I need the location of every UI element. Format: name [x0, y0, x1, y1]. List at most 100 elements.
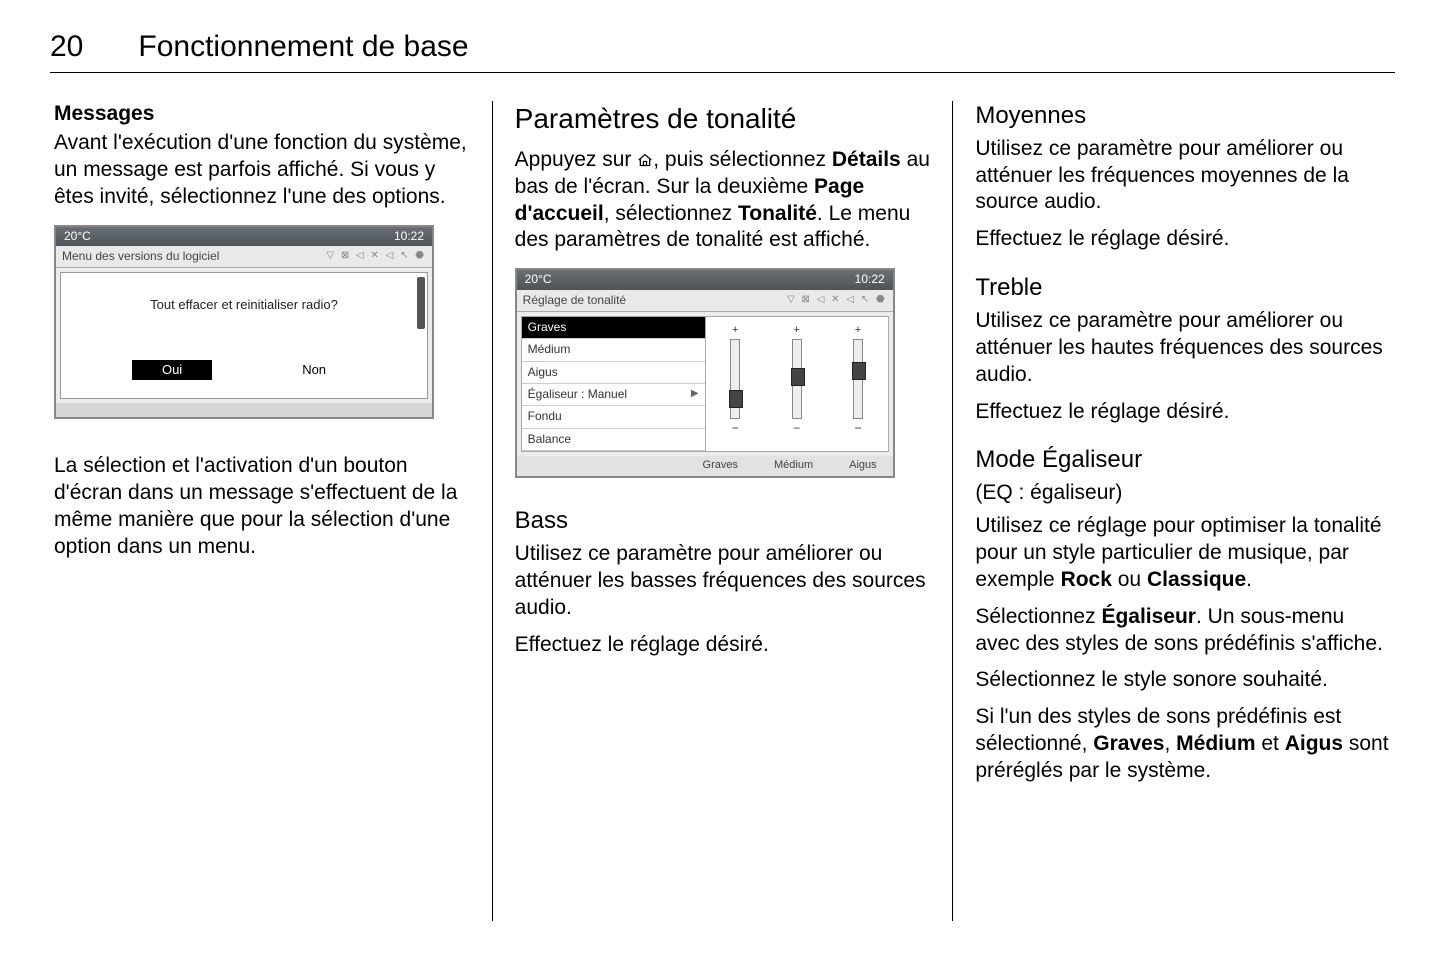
- bold-aigus: Aigus: [1285, 732, 1343, 755]
- list-item-label: Fondu: [528, 409, 562, 424]
- home-icon: [637, 153, 653, 167]
- para-moy-2: Effectuez le réglage désiré.: [975, 226, 1391, 253]
- button-no[interactable]: Non: [272, 360, 356, 381]
- device-temp: 20°C: [64, 229, 91, 244]
- slider[interactable]: +−: [832, 323, 883, 449]
- slider-label: Graves: [703, 458, 738, 472]
- device-subtitle: Menu des versions du logiciel: [62, 249, 219, 264]
- dialog-button-row: Oui Non: [71, 360, 417, 381]
- text: Appuyez sur: [515, 148, 638, 171]
- minus-icon: −: [854, 421, 861, 436]
- para-messages-intro: Avant l'exécution d'une fonction du syst…: [54, 130, 470, 211]
- device-body: Tout effacer et reinitialiser radio? Oui…: [60, 272, 428, 399]
- bold-graves: Graves: [1093, 732, 1164, 755]
- plus-icon: +: [793, 323, 799, 337]
- slider-thumb[interactable]: [791, 368, 805, 386]
- text: , sélectionnez: [604, 202, 738, 225]
- tonality-item[interactable]: Aigus: [522, 362, 705, 384]
- device-status-icons: ▽ ⊠ ◁ ✕ ◁ ↖ ⬣: [787, 294, 887, 307]
- device-status-icons: ▽ ⊠ ◁ ✕ ◁ ↖ ⬣: [326, 250, 426, 263]
- eq-subtitle: (EQ : égaliseur): [975, 480, 1391, 507]
- device-screenshot-tonality: 20°C 10:22 Réglage de tonalité ▽ ⊠ ◁ ✕ ◁…: [515, 268, 895, 478]
- slider-label: Aigus: [849, 458, 877, 472]
- heading-messages: Messages: [54, 101, 470, 128]
- column-2: Paramètres de tonalité Appuyez sur , pui…: [492, 101, 953, 921]
- para-bass-2: Effectuez le réglage désiré.: [515, 632, 931, 659]
- device-subtitle: Réglage de tonalité: [523, 293, 626, 308]
- plus-icon: +: [732, 323, 738, 337]
- heading-tonalite: Paramètres de tonalité: [515, 101, 931, 137]
- list-item-label: Égaliseur : Manuel: [528, 387, 627, 402]
- heading-treble: Treble: [975, 273, 1391, 304]
- plus-icon: +: [855, 323, 861, 337]
- device-time: 10:22: [855, 272, 885, 287]
- device-main: Graves Médium Aigus Égaliseur : Manuel ▶ Fond…: [521, 316, 889, 452]
- button-yes[interactable]: Oui: [132, 360, 212, 381]
- device-subheader: Menu des versions du logiciel ▽ ⊠ ◁ ✕ ◁ …: [56, 246, 432, 268]
- tonality-item[interactable]: Graves: [522, 317, 705, 339]
- slider[interactable]: +−: [710, 323, 761, 449]
- tonality-item[interactable]: Médium: [522, 339, 705, 361]
- para-treble-2: Effectuez le réglage désiré.: [975, 399, 1391, 426]
- text: ,: [1165, 732, 1177, 755]
- para-treble-1: Utilisez ce paramètre pour améliorer ou …: [975, 308, 1391, 389]
- slider-labels-row: Graves Médium Aigus: [517, 456, 893, 476]
- list-item-label: Graves: [528, 320, 567, 335]
- para-eq-3: Sélectionnez le style sonore souhaité.: [975, 667, 1391, 694]
- tonality-sliders: +−+−+−: [706, 317, 888, 451]
- para-eq-1: Utilisez ce réglage pour optimiser la to…: [975, 513, 1391, 594]
- device-topbar: 20°C 10:22: [517, 270, 893, 289]
- slider-track[interactable]: [853, 339, 863, 419]
- tonality-list: Graves Médium Aigus Égaliseur : Manuel ▶ Fond…: [522, 317, 706, 451]
- column-3: Moyennes Utilisez ce paramètre pour amél…: [952, 101, 1395, 921]
- list-item-label: Balance: [528, 432, 571, 447]
- para-tonalite-intro: Appuyez sur , puis sélectionnez Détails …: [515, 147, 931, 255]
- slider-track[interactable]: [730, 339, 740, 419]
- slider-thumb[interactable]: [729, 390, 743, 408]
- page-number: 20: [50, 30, 83, 64]
- slider-label: Médium: [774, 458, 813, 472]
- bold-classique: Classique: [1147, 568, 1246, 591]
- page-header: 20 Fonctionnement de base: [50, 30, 1395, 73]
- heading-bass: Bass: [515, 506, 931, 537]
- device-time: 10:22: [394, 229, 424, 244]
- para-moy-1: Utilisez ce paramètre pour améliorer ou …: [975, 136, 1391, 217]
- dialog-question: Tout effacer et reinitialiser radio?: [71, 297, 417, 314]
- content-columns: Messages Avant l'exécution d'une fonctio…: [50, 101, 1395, 921]
- text: .: [1246, 568, 1252, 591]
- bold-egaliseur: Égaliseur: [1101, 605, 1196, 628]
- list-item-label: Aigus: [528, 365, 558, 380]
- bold-medium: Médium: [1176, 732, 1255, 755]
- tonality-item[interactable]: Fondu: [522, 406, 705, 428]
- slider-track[interactable]: [792, 339, 802, 419]
- heading-moyennes: Moyennes: [975, 101, 1391, 132]
- chevron-right-icon: ▶: [691, 388, 699, 401]
- device-temp: 20°C: [525, 272, 552, 287]
- page-title: Fonctionnement de base: [138, 30, 468, 64]
- bold-rock: Rock: [1061, 568, 1112, 591]
- bold-details: Détails: [832, 148, 901, 171]
- bold-tonalite: Tonalité: [738, 202, 817, 225]
- scrollbar-thumb[interactable]: [417, 277, 425, 329]
- device-footer: [56, 403, 432, 417]
- heading-eq: Mode Égaliseur: [975, 445, 1391, 476]
- device-screenshot-dialog: 20°C 10:22 Menu des versions du logiciel…: [54, 225, 434, 420]
- para-eq-2: Sélectionnez Égaliseur. Un sous-menu ave…: [975, 604, 1391, 658]
- text: ou: [1112, 568, 1147, 591]
- para-bass-1: Utilisez ce paramètre pour améliorer ou …: [515, 541, 931, 622]
- column-1: Messages Avant l'exécution d'une fonctio…: [50, 101, 492, 921]
- list-item-label: Médium: [528, 342, 571, 357]
- tonality-item[interactable]: Égaliseur : Manuel ▶: [522, 384, 705, 406]
- device-topbar: 20°C 10:22: [56, 227, 432, 246]
- text: Sélectionnez: [975, 605, 1101, 628]
- para-messages-after: La sélection et l'activation d'un bouton…: [54, 453, 470, 561]
- para-eq-4: Si l'un des styles de sons prédéfinis es…: [975, 704, 1391, 785]
- text: et: [1256, 732, 1285, 755]
- slider-thumb[interactable]: [852, 362, 866, 380]
- minus-icon: −: [732, 421, 739, 436]
- text: , puis sélectionnez: [653, 148, 832, 171]
- device-subheader: Réglage de tonalité ▽ ⊠ ◁ ✕ ◁ ↖ ⬣: [517, 290, 893, 312]
- minus-icon: −: [793, 421, 800, 436]
- tonality-item[interactable]: Balance: [522, 429, 705, 451]
- slider[interactable]: +−: [771, 323, 822, 449]
